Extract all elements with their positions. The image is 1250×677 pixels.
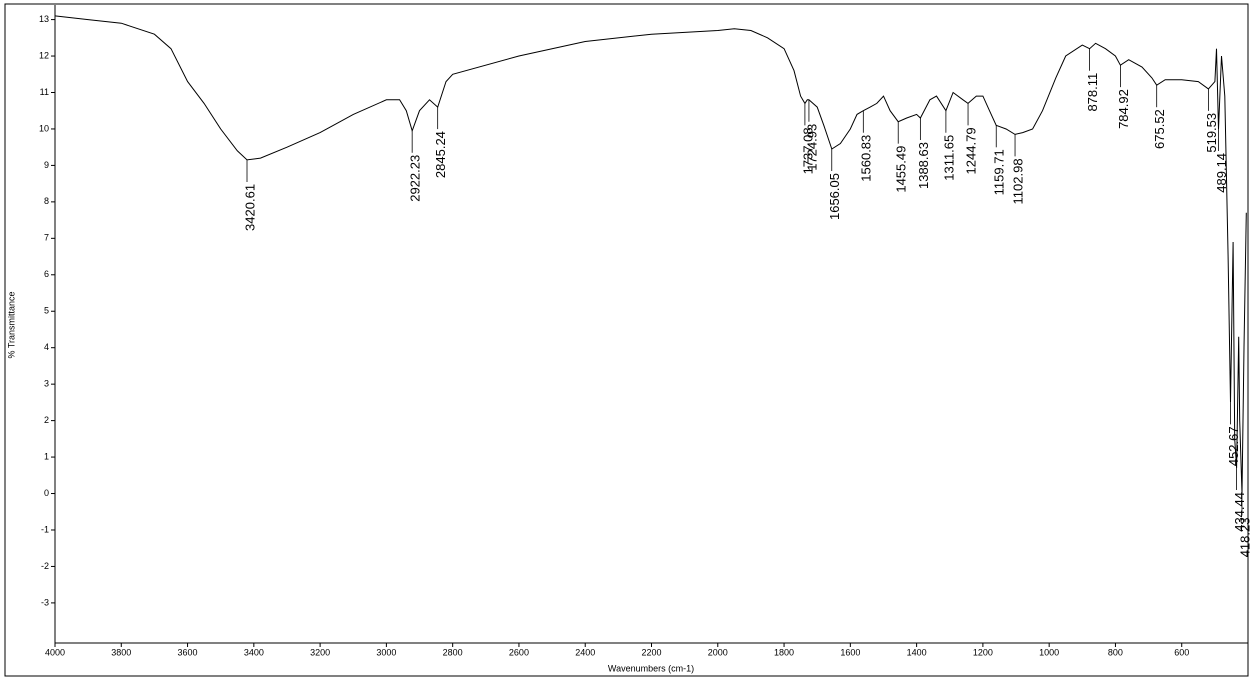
- peak-label: 1737.08: [800, 127, 815, 174]
- peak-label: 1102.98: [1010, 158, 1025, 204]
- y-tick-label: 4: [44, 342, 49, 352]
- peak-label: 418.23: [1237, 518, 1250, 558]
- x-tick-label: 2200: [641, 647, 661, 657]
- peak-label: 452.67: [1226, 426, 1241, 466]
- y-tick-label: -1: [41, 524, 49, 534]
- peak-label: 1560.83: [859, 135, 874, 182]
- x-tick-label: 4000: [45, 647, 65, 657]
- y-tick-label: -2: [41, 561, 49, 571]
- peak-label: 2922.23: [408, 155, 423, 202]
- x-tick-label: 1800: [774, 647, 794, 657]
- peak-label: 878.11: [1085, 73, 1100, 112]
- x-tick-label: 600: [1174, 647, 1189, 657]
- y-tick-label: 5: [44, 306, 49, 316]
- x-tick-label: 2800: [443, 647, 463, 657]
- peak-label: 1455.49: [894, 146, 909, 193]
- x-tick-label: 800: [1108, 647, 1123, 657]
- y-tick-label: 12: [39, 50, 49, 60]
- x-tick-label: 1600: [840, 647, 860, 657]
- peak-label: 675.52: [1152, 109, 1167, 149]
- peak-label: 3420.61: [242, 184, 257, 231]
- x-tick-label: 2600: [509, 647, 529, 657]
- y-tick-label: 9: [44, 160, 49, 170]
- y-tick-label: 6: [44, 269, 49, 279]
- y-tick-label: 2: [44, 415, 49, 425]
- x-tick-label: 3400: [244, 647, 264, 657]
- spectrum-line: [54, 15, 1247, 494]
- x-tick-label: 3000: [376, 647, 396, 657]
- y-tick-label: 1: [44, 451, 49, 461]
- x-tick-label: 3800: [111, 647, 131, 657]
- y-tick-label: 11: [40, 87, 49, 97]
- y-tick-label: -3: [41, 597, 49, 607]
- y-tick-label: 10: [39, 123, 49, 133]
- peak-label: 784.92: [1116, 89, 1131, 129]
- x-axis-label: Wavenumbers (cm-1): [608, 663, 694, 673]
- y-tick-label: 3: [44, 379, 49, 389]
- frame: [4, 3, 1249, 677]
- peak-label: 489.14: [1214, 153, 1229, 193]
- y-tick-label: 8: [44, 196, 49, 206]
- peak-label: 519.53: [1204, 113, 1219, 153]
- x-tick-label: 1400: [907, 647, 927, 657]
- x-tick-label: 3200: [310, 647, 330, 657]
- peak-label: 1244.79: [963, 127, 978, 174]
- x-tick-label: 1200: [973, 647, 993, 657]
- peak-label: 2845.24: [433, 131, 448, 178]
- y-tick-label: 13: [39, 14, 49, 24]
- peak-label: 1159.71: [992, 149, 1007, 195]
- y-tick-label: 7: [44, 233, 49, 243]
- peak-label: 1656.05: [827, 173, 842, 220]
- peak-label: 434.44: [1232, 492, 1247, 532]
- peak-label: 1724.93: [804, 124, 819, 171]
- x-tick-label: 1000: [1039, 647, 1059, 657]
- y-tick-label: 0: [44, 488, 49, 498]
- x-tick-label: 2000: [708, 647, 728, 657]
- x-tick-label: 2400: [575, 647, 595, 657]
- x-tick-label: 3600: [178, 647, 198, 657]
- y-axis-label: % Transmittance: [6, 291, 16, 358]
- peak-label: 1311.65: [941, 135, 956, 181]
- peak-label: 1388.63: [916, 142, 931, 189]
